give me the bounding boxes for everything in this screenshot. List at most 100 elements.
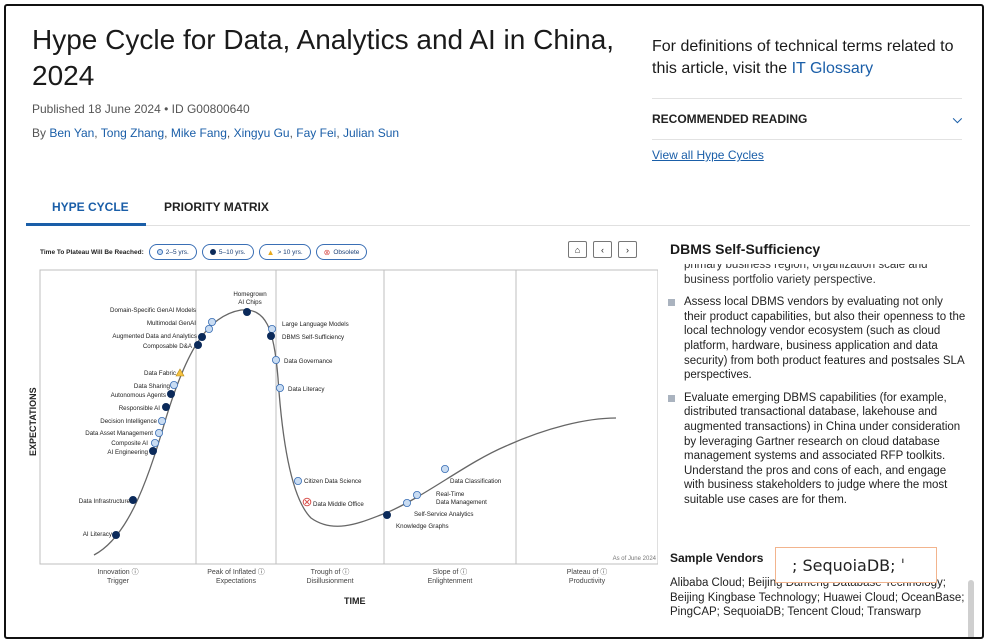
technology-label: Data Middle Office xyxy=(313,501,364,508)
technology-label: Responsible AI xyxy=(119,405,161,412)
technology-label: Data Literacy xyxy=(288,386,325,393)
dark-circle-icon xyxy=(129,495,138,504)
obsolete-icon: ⊗ xyxy=(323,247,331,257)
page-title: Hype Cycle for Data, Analytics and AI in… xyxy=(32,24,615,91)
view-tabs: HYPE CYCLE PRIORITY MATRIX xyxy=(26,192,970,226)
detail-cut-text: primary business region, organization sc… xyxy=(684,264,928,286)
obsolete-icon xyxy=(304,499,310,505)
technology-label: Self-Service Analytics xyxy=(414,511,474,518)
detail-body: primary business region, organization sc… xyxy=(666,264,966,542)
bullet-marker xyxy=(668,299,675,307)
light-circle-icon xyxy=(412,490,421,499)
technology-label: DBMS Self-Sufficiency xyxy=(282,334,345,341)
triangle-icon xyxy=(175,368,185,377)
technology-label: Decision Intelligence xyxy=(100,418,157,425)
legend-item-label: 2–5 yrs. xyxy=(165,248,189,256)
phase-label: Trigger xyxy=(107,578,130,585)
legend-item-label: > 10 yrs. xyxy=(277,248,303,256)
technology-label: Homegrown xyxy=(233,291,267,298)
light-circle-icon xyxy=(402,498,411,507)
author-link[interactable]: Ben Yan xyxy=(49,126,95,140)
technology-label: AI Chips xyxy=(238,299,261,306)
technology-label: Data Infrastructure xyxy=(79,498,131,505)
recommended-reading-label: RECOMMENDED READING xyxy=(652,112,808,126)
chevron-left-icon[interactable]: ‹ xyxy=(593,241,612,258)
dark-circle-icon xyxy=(112,530,121,539)
light-circle-icon xyxy=(267,325,276,334)
technology-label: Domain-Specific GenAI Models xyxy=(110,307,196,314)
technology-label: Large Language Models xyxy=(282,321,349,328)
technology-label: Data Fabric xyxy=(144,370,176,377)
detail-title: DBMS Self-Sufficiency xyxy=(670,241,821,257)
glossary-text: For definitions of technical terms relat… xyxy=(652,38,954,77)
x-axis-label: TIME xyxy=(344,596,366,606)
phase-label: Trough of ⓘ xyxy=(311,568,350,576)
phase-label: Plateau of ⓘ xyxy=(567,568,607,576)
triangle-icon: ▲ xyxy=(266,247,275,257)
phase-label: Slope of ⓘ xyxy=(433,568,468,576)
light-circle-icon xyxy=(169,381,178,390)
technology-label: Augmented Data and Analytics xyxy=(112,333,197,340)
page-frame: Hype Cycle for Data, Analytics and AI in… xyxy=(4,4,984,639)
hype-curve xyxy=(93,309,617,556)
light-circle-icon xyxy=(271,356,280,365)
technology-label: AI Engineering xyxy=(107,449,148,456)
author-link[interactable]: Xingyu Gu xyxy=(233,126,290,140)
light-circle-icon xyxy=(156,249,163,255)
legend-5-10-years-filter[interactable]: 5–10 yrs. xyxy=(201,244,254,260)
legend-2-5-years-filter[interactable]: 2–5 yrs. xyxy=(148,244,197,260)
hype-cycle-chart: EXPECTATIONS Innovation ⓘ Trigger Peak of … xyxy=(26,268,659,618)
tab-priority-matrix[interactable]: PRIORITY MATRIX xyxy=(164,200,269,214)
tab-hype-cycle[interactable]: HYPE CYCLE xyxy=(52,200,129,214)
dark-circle-icon xyxy=(197,333,206,342)
as-of-date: As of June 2024 xyxy=(613,556,657,562)
legend-10-plus-years-filter[interactable]: ▲ > 10 yrs. xyxy=(258,244,311,260)
legend-obsolete-filter[interactable]: ⊗ Obsolete xyxy=(315,244,368,260)
technology-label: Data Classification xyxy=(450,478,502,485)
detail-paragraph: Evaluate emerging DBMS capabilities (for… xyxy=(684,391,961,506)
recommended-reading-toggle[interactable]: RECOMMENDED READING ⌵ xyxy=(652,98,962,140)
detail-bullet: Assess local DBMS vendors by evaluating … xyxy=(666,295,966,383)
plot-frame xyxy=(39,269,659,565)
dark-circle-icon xyxy=(166,390,175,399)
author-list: By Ben Yan, Tong Zhang, Mike Fang, Xingy… xyxy=(32,126,400,140)
technology-label: Data Sharing xyxy=(134,383,171,390)
detail-scrollbar[interactable] xyxy=(968,580,974,637)
technology-label: Real-Time xyxy=(436,491,465,498)
publish-meta: Published 18 June 2024 • ID G00800640 xyxy=(32,102,250,116)
legend-item-label: Obsolete xyxy=(333,248,360,256)
phase-label: Innovation ⓘ xyxy=(97,568,138,576)
light-circle-icon xyxy=(204,325,213,334)
author-link[interactable]: Fay Fei xyxy=(296,126,337,140)
dark-circle-icon xyxy=(149,446,158,455)
search-highlight-popup: ; SequoiaDB; ˈ xyxy=(775,547,937,583)
detail-bullet: Evaluate emerging DBMS capabilities (for… xyxy=(666,391,966,508)
dark-circle-icon xyxy=(193,341,202,350)
view-all-hype-cycles-link[interactable]: View all Hype Cycles xyxy=(652,148,764,162)
phase-label: Enlightenment xyxy=(428,578,473,585)
technology-label: Citizen Data Science xyxy=(304,478,362,485)
legend-label: Time To Plateau Will Be Reached: xyxy=(40,248,144,256)
light-circle-icon xyxy=(275,384,284,393)
it-glossary-link[interactable]: IT Glossary xyxy=(791,60,874,77)
technology-label: Autonomous Agents xyxy=(111,392,166,399)
author-link[interactable]: Tong Zhang xyxy=(100,126,165,140)
dark-circle-icon xyxy=(242,308,251,317)
chart-nav: ⌂ ‹ › xyxy=(568,241,637,258)
by-label: By xyxy=(32,126,47,140)
technology-label: Data Management xyxy=(436,499,487,506)
light-circle-icon xyxy=(440,464,449,473)
light-circle-icon xyxy=(151,438,160,447)
phase-label: Productivity xyxy=(569,578,606,585)
glossary-note: For definitions of technical terms relat… xyxy=(652,36,972,80)
y-axis-label: EXPECTATIONS xyxy=(28,387,38,456)
technology-label: AI Literacy xyxy=(83,531,113,538)
active-tab-indicator xyxy=(26,223,146,226)
technology-label: Data Governance xyxy=(284,358,333,365)
chevron-right-icon[interactable]: › xyxy=(618,241,637,258)
author-link[interactable]: Julian Sun xyxy=(343,126,400,140)
author-link[interactable]: Mike Fang xyxy=(170,126,227,140)
home-icon[interactable]: ⌂ xyxy=(568,241,587,258)
technology-label: Knowledge Graphs xyxy=(396,523,449,530)
sample-vendors-heading: Sample Vendors xyxy=(670,551,764,565)
